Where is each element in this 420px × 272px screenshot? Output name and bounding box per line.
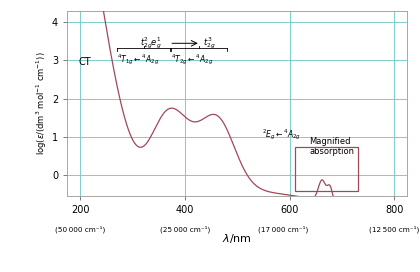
Text: (17 000 cm⁻¹): (17 000 cm⁻¹) <box>258 226 308 233</box>
Text: $^4T_{2g}\leftarrow^4A_{2g}$: $^4T_{2g}\leftarrow^4A_{2g}$ <box>171 53 213 67</box>
Text: (50 000 cm⁻¹): (50 000 cm⁻¹) <box>55 226 105 233</box>
X-axis label: $\lambda$/nm: $\lambda$/nm <box>222 231 252 245</box>
Text: (12 500 cm⁻¹): (12 500 cm⁻¹) <box>369 226 420 233</box>
Text: (25 000 cm⁻¹): (25 000 cm⁻¹) <box>160 226 210 233</box>
Bar <box>295 147 358 191</box>
Text: CT: CT <box>78 57 91 67</box>
Text: Magnified
absorption: Magnified absorption <box>310 137 354 156</box>
Text: $t_{2g}^{\,3}$: $t_{2g}^{\,3}$ <box>203 36 216 51</box>
Y-axis label: log($\varepsilon$/(dm$^3$ mol$^{-1}$ cm$^{-1}$)): log($\varepsilon$/(dm$^3$ mol$^{-1}$ cm$… <box>35 51 49 155</box>
Text: $^4T_{1g}\leftarrow^4A_{2g}$: $^4T_{1g}\leftarrow^4A_{2g}$ <box>117 53 159 67</box>
Text: $^2E_g\leftarrow^4A_{2g}$: $^2E_g\leftarrow^4A_{2g}$ <box>262 128 302 142</box>
Text: $t_{2g}^2e_g^1$: $t_{2g}^2e_g^1$ <box>140 36 161 51</box>
